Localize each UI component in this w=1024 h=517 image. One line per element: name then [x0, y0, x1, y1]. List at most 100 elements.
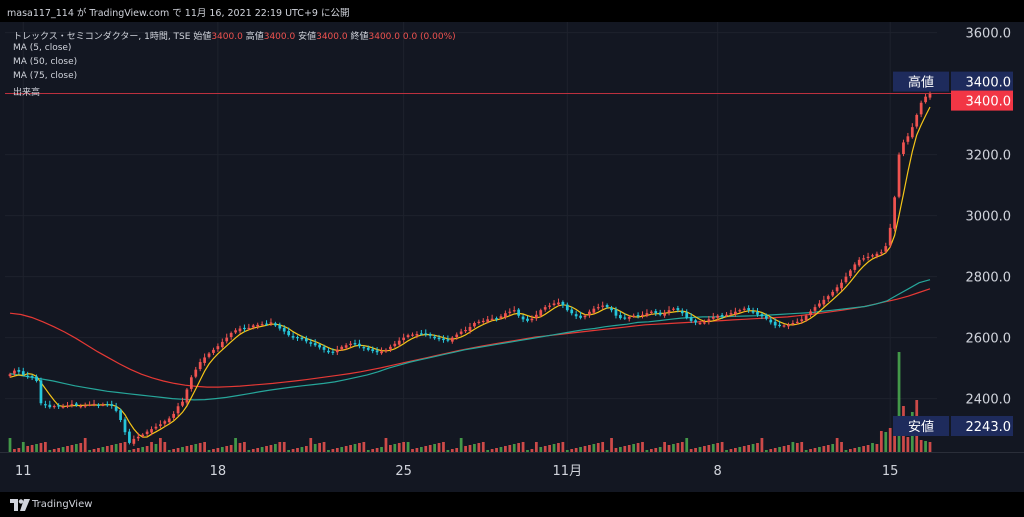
candle-body: [220, 341, 224, 348]
volume-bar: [154, 444, 158, 452]
candle-body: [649, 311, 653, 313]
volume-bar: [335, 448, 339, 452]
candle-body: [924, 96, 927, 103]
volume-bar: [534, 442, 538, 452]
candle-body: [565, 304, 569, 311]
time-tick-label: 15: [882, 464, 899, 479]
candle-body: [119, 410, 122, 420]
volume-bar: [530, 449, 534, 452]
time-axis[interactable]: 11 18 25 11月 8 15: [0, 452, 1024, 492]
candle-body: [530, 318, 534, 321]
price-value-box: [951, 416, 1013, 436]
volume-bar: [672, 444, 675, 452]
candle-body: [477, 321, 481, 323]
chart-grid: [5, 22, 937, 452]
candle-body: [672, 308, 675, 310]
volume-bar: [459, 438, 463, 452]
candle-body: [680, 311, 684, 314]
volume-bar: [473, 444, 476, 452]
candle-body: [734, 311, 737, 315]
volume-bar: [83, 438, 87, 452]
candle-body: [787, 324, 790, 327]
candle-body: [707, 319, 711, 322]
candle-body: [358, 343, 361, 347]
volume-bar: [720, 442, 724, 452]
candle-body: [380, 351, 383, 354]
volume-bar: [428, 445, 432, 452]
volume-bar: [229, 445, 233, 452]
price-chart[interactable]: 2400.0 2600.0 2800.0 3000.0 3200.0 3400.0 3600…: [0, 22, 1024, 492]
volume-bar: [610, 438, 613, 452]
indicator-ma5[interactable]: MA (5, close): [13, 43, 72, 53]
candle-body: [229, 333, 233, 338]
candle-body: [716, 315, 720, 318]
price-tick-label: 2600.0: [966, 332, 1012, 347]
candle-body: [384, 349, 388, 352]
volume-bar: [822, 446, 826, 452]
candle-body: [256, 324, 260, 327]
indicator-ma50[interactable]: MA (50, close): [13, 57, 78, 67]
volume-bar: [716, 443, 720, 452]
volume-bar: [862, 446, 866, 452]
candle-body: [163, 421, 167, 424]
candle-body: [711, 316, 715, 319]
price-labels: 高値 3400.0 3400.0 安値 2243.0: [893, 71, 1013, 436]
volume-bar: [119, 443, 122, 452]
volume-bar: [203, 442, 206, 452]
volume-bar: [504, 446, 507, 452]
volume-bar: [477, 443, 481, 452]
volume-bar: [619, 447, 622, 452]
candle-body: [145, 431, 149, 435]
volume-bar: [742, 446, 746, 452]
volume-bar: [371, 449, 375, 452]
candle-body: [902, 142, 905, 155]
volume-bar: [667, 445, 671, 452]
indicator-volume[interactable]: 出来高: [13, 88, 41, 98]
candle-body: [13, 370, 16, 374]
volume-bar: [826, 445, 830, 452]
volume-bar: [136, 448, 140, 452]
volume-bar: [738, 447, 742, 452]
volume-bar: [711, 444, 715, 452]
volume-bar: [92, 449, 96, 452]
volume-bar: [145, 446, 149, 452]
price-tick-label: 3000.0: [966, 210, 1012, 225]
candle-body: [654, 311, 658, 314]
volume-bar: [384, 438, 388, 452]
candle-body: [300, 337, 304, 340]
price-value-text: 2243.0: [966, 420, 1012, 435]
candle-body: [579, 315, 582, 318]
candle-body: [614, 309, 618, 316]
candle-body: [508, 311, 512, 313]
candle-body: [879, 252, 883, 254]
volume-bar: [176, 448, 180, 452]
volume-bar: [627, 445, 631, 452]
candle-body: [871, 255, 874, 257]
time-tick-label: 25: [395, 464, 412, 479]
candle-body: [21, 371, 25, 375]
volume-bar: [596, 443, 600, 452]
volume-bar: [437, 443, 441, 452]
candle-body: [853, 264, 857, 270]
volume-bar: [680, 442, 684, 452]
volume-bar: [481, 442, 485, 452]
volume-bar: [782, 446, 786, 452]
candle-body: [52, 405, 56, 408]
candle-body: [198, 362, 202, 370]
candle-body: [349, 343, 352, 345]
candle-body: [742, 308, 746, 310]
volume-bar: [632, 444, 636, 452]
volume-bar: [97, 448, 100, 452]
volume-bar: [787, 445, 790, 452]
candle-body: [318, 344, 321, 348]
candle-body: [720, 315, 724, 317]
volume-bar: [79, 443, 83, 452]
candle-body: [74, 403, 78, 406]
volume-bar: [570, 449, 574, 452]
volume-bar: [508, 445, 512, 452]
indicator-ma75[interactable]: MA (75, close): [13, 71, 78, 81]
candle-body: [141, 434, 145, 437]
close-value: 3400.0: [368, 32, 401, 42]
candle-body: [207, 353, 211, 357]
candle-body: [393, 343, 397, 347]
